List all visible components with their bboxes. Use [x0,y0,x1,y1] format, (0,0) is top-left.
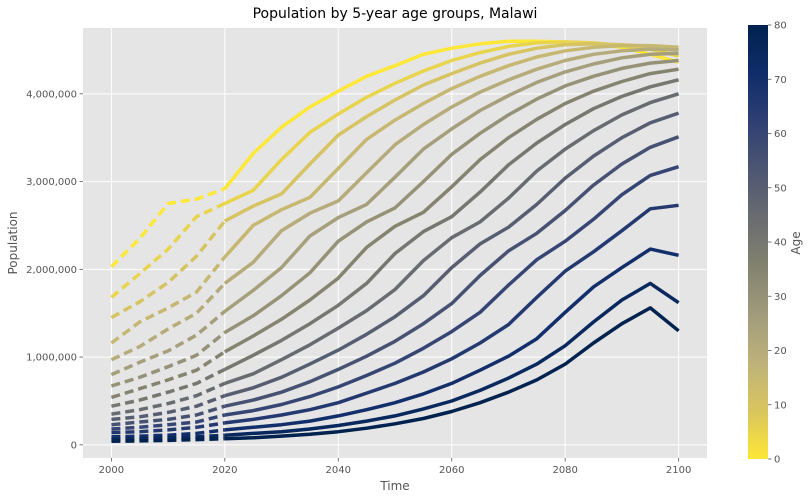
series-line-age-80-historical [111,436,225,444]
series-line-age-0-historical [110,186,226,268]
series-line-age-25-projection [223,51,679,313]
series-line-age-5-historical [110,201,226,299]
series-line-age-25-historical [110,310,226,377]
colorbar-tick-label: 60 [774,129,787,140]
series-line-age-80-projection [224,306,680,441]
colorbar-tick-label: 80 [774,21,787,32]
x-tick-label: 2040 [326,465,351,476]
x-axis: 2000 2020 2040 2060 2080 2100 [99,458,691,476]
y-axis: 0 1,000,000 2,000,000 3,000,000 4,000,000 [26,89,83,451]
series-line-age-20-historical [110,282,227,362]
colorbar-tick-label: 0 [774,455,780,466]
x-tick-label: 2060 [439,465,464,476]
colorbar-label: Age [789,231,803,254]
x-tick-label: 2080 [552,465,577,476]
series-line-age-75-historical [111,433,225,442]
colorbar: 0 10 20 30 40 50 60 70 80 [748,21,787,466]
series-line-age-30-historical [110,331,226,388]
series-line-age-45-projection [224,92,680,386]
series-line-age-55-historical [111,404,226,427]
x-tick-label: 2020 [212,465,237,476]
plot-background [83,28,707,458]
series-line-age-55-projection [224,135,680,408]
series-line-age-30-projection [223,58,679,335]
series-line-age-70-historical [111,428,226,439]
series-line-age-40-projection [224,78,680,371]
x-axis-title: Time [379,479,409,493]
chart-title: Population by 5-year age groups, Malawi [253,6,538,22]
y-tick-label: 2,000,000 [26,265,77,276]
series-line-age-65-projection [224,203,679,425]
colorbar-gradient [748,25,768,459]
series-line-age-75-projection [224,281,680,437]
series-line-age-35-historical [110,350,226,400]
colorbar-tick-label: 10 [774,400,787,411]
x-tick-label: 2000 [99,465,124,476]
series-line-age-10-projection [223,42,679,223]
y-tick-label: 0 [71,440,77,451]
series-line-age-35-projection [223,67,679,354]
colorbar-tick-label: 50 [774,183,787,194]
series-line-age-50-projection [224,111,680,398]
colorbar-tick-label: 20 [774,346,787,357]
series-line-age-20-projection [223,47,679,285]
series-line-age-15-historical [110,255,227,345]
y-tick-label: 3,000,000 [26,177,77,188]
series-lines [110,39,680,444]
series-line-age-60-historical [111,413,226,431]
series-line-age-60-projection [224,165,680,417]
y-axis-title: Population [6,211,20,274]
y-tick-label: 4,000,000 [26,89,77,100]
series-line-age-15-projection [223,43,679,259]
series-line-age-65-historical [111,421,226,435]
colorbar-tick-label: 30 [774,292,787,303]
y-tick-label: 1,000,000 [26,353,77,364]
series-line-age-50-historical [111,394,226,422]
x-tick-label: 2100 [666,465,691,476]
series-line-age-70-projection [224,247,679,432]
colorbar-tick-label: 70 [774,75,787,86]
series-line-age-45-historical [111,381,226,416]
series-line-age-10-historical [110,220,227,320]
series-line-age-40-historical [111,367,226,408]
colorbar-tick-label: 40 [774,238,787,249]
